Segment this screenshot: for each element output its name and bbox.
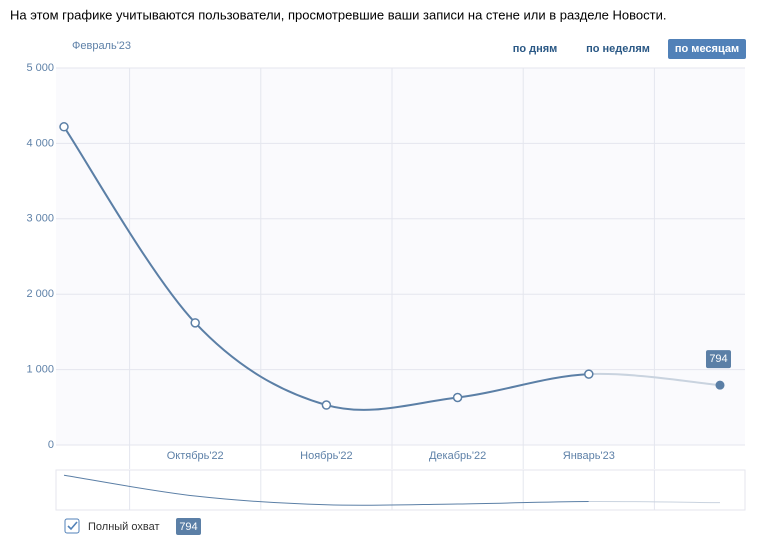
series-line <box>63 126 589 411</box>
y-tick-label: 5 000 <box>26 62 54 74</box>
y-tick-label: 0 <box>48 439 54 451</box>
y-tick-label: 3 000 <box>26 213 54 225</box>
button-bg <box>668 39 746 59</box>
y-tick-label: 4 000 <box>26 137 54 149</box>
point <box>59 122 69 132</box>
tooltip-bg <box>706 350 731 369</box>
period-label: Февраль'23 <box>72 40 131 52</box>
x-tick-label: Ноябрь'22 <box>300 450 353 462</box>
point <box>321 400 332 410</box>
x-tick-label: Декабрь'22 <box>429 450 486 462</box>
legend-badge <box>176 518 201 535</box>
point <box>584 369 594 379</box>
legend-label[interactable]: Полный охват <box>88 521 160 533</box>
tooltip-value: 794 <box>709 353 727 365</box>
navigator <box>55 469 746 511</box>
legend-value: 794 <box>179 521 197 533</box>
point <box>190 318 200 328</box>
plot-area <box>56 68 745 445</box>
x-tick-label: Октябрь'22 <box>167 450 224 462</box>
period-button[interactable]: по дням <box>513 43 558 55</box>
x-tick-label: Январь'23 <box>563 450 615 462</box>
legend-checkbox[interactable] <box>64 518 80 534</box>
navigator-line-pending <box>588 500 721 504</box>
series-line-pending <box>588 372 721 387</box>
intro-text: На этом графике учитываются пользователи… <box>10 7 666 22</box>
navigator-line <box>63 474 589 506</box>
checkmark <box>67 521 78 531</box>
point-current <box>715 380 725 390</box>
period-button[interactable]: по неделям <box>586 43 650 55</box>
y-tick-label: 2 000 <box>26 288 54 300</box>
y-tick-label: 1 000 <box>26 364 54 376</box>
point <box>452 392 463 403</box>
period-button[interactable]: по месяцам <box>675 43 739 55</box>
